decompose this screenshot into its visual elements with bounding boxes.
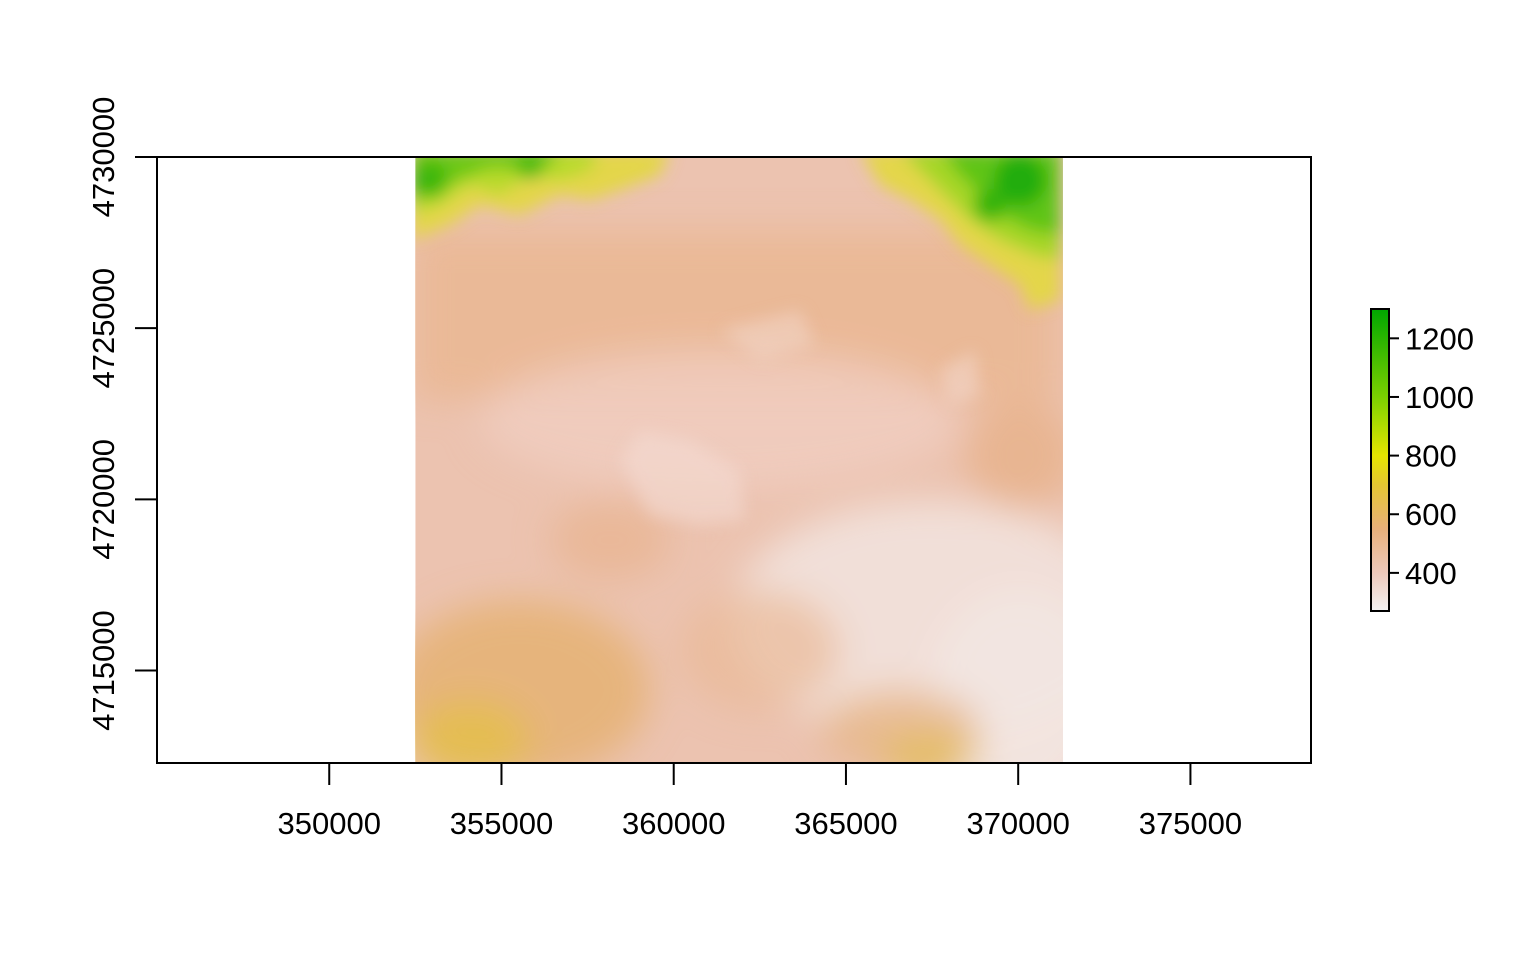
- x-tick-label: 350000: [278, 806, 381, 841]
- raster-shading: [415, 230, 1063, 763]
- x-tick-label: 375000: [1139, 806, 1242, 841]
- legend-tick-label: 1000: [1405, 380, 1474, 415]
- y-tick-label: 4725000: [86, 268, 121, 389]
- x-tick-label: 370000: [966, 806, 1069, 841]
- elevation-raster: [415, 157, 1063, 763]
- y-tick-label: 4720000: [86, 439, 121, 560]
- legend-tick-label: 400: [1405, 556, 1457, 591]
- y-tick-label: 4730000: [86, 97, 121, 218]
- y-tick-label: 4715000: [86, 610, 121, 731]
- x-tick-label: 365000: [794, 806, 897, 841]
- legend-ticks: 400 600 800 1000 1200: [1389, 321, 1474, 591]
- x-tick-label: 360000: [622, 806, 725, 841]
- legend-color-bar: [1370, 308, 1390, 612]
- raster-texture: [620, 310, 980, 525]
- raster-highlands: [415, 157, 1060, 310]
- x-axis: 350000 355000 360000 365000 370000 375000: [278, 762, 1242, 841]
- legend-tick-label: 800: [1405, 439, 1457, 474]
- color-legend: 400 600 800 1000 1200: [1370, 308, 1474, 612]
- legend-tick-label: 600: [1405, 497, 1457, 532]
- legend-tick-label: 1200: [1405, 321, 1474, 356]
- y-axis: 4715000 4720000 4725000 4730000: [86, 97, 158, 731]
- x-tick-label: 355000: [450, 806, 553, 841]
